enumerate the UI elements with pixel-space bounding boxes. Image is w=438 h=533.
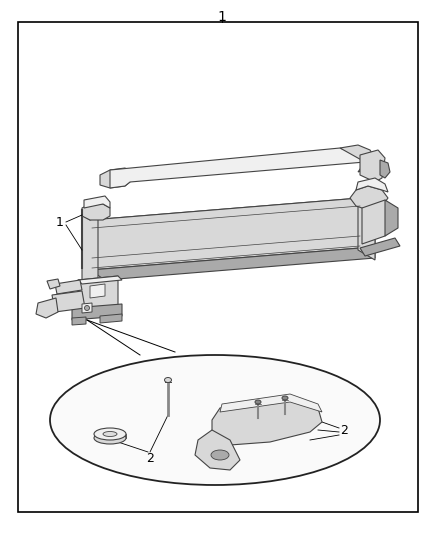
Polygon shape [100, 168, 130, 188]
Ellipse shape [211, 450, 229, 460]
Polygon shape [360, 198, 375, 258]
Polygon shape [100, 314, 122, 323]
Polygon shape [220, 394, 322, 412]
Polygon shape [340, 145, 375, 172]
Ellipse shape [85, 305, 89, 311]
Polygon shape [110, 148, 365, 188]
Ellipse shape [282, 396, 288, 400]
Polygon shape [36, 298, 58, 318]
Polygon shape [90, 284, 105, 298]
Text: 2: 2 [146, 452, 154, 465]
Polygon shape [360, 238, 400, 256]
Polygon shape [72, 317, 86, 325]
Polygon shape [90, 198, 360, 270]
Polygon shape [82, 210, 98, 285]
Polygon shape [350, 186, 388, 210]
Polygon shape [195, 430, 240, 470]
Polygon shape [78, 276, 118, 310]
Text: 1: 1 [56, 215, 64, 229]
Polygon shape [84, 196, 110, 208]
Polygon shape [212, 398, 322, 445]
Polygon shape [356, 178, 388, 192]
Polygon shape [82, 210, 105, 220]
Ellipse shape [50, 355, 380, 485]
Polygon shape [385, 200, 398, 236]
Ellipse shape [94, 432, 126, 444]
Polygon shape [90, 198, 375, 230]
Polygon shape [90, 248, 375, 280]
Polygon shape [358, 194, 375, 260]
Ellipse shape [94, 428, 126, 440]
Polygon shape [82, 204, 110, 220]
Ellipse shape [165, 377, 172, 383]
Polygon shape [78, 276, 122, 284]
Ellipse shape [103, 432, 117, 437]
Polygon shape [362, 200, 392, 244]
Ellipse shape [255, 400, 261, 404]
Text: 2: 2 [340, 424, 348, 437]
Polygon shape [380, 160, 390, 178]
Polygon shape [55, 280, 82, 294]
Polygon shape [52, 291, 85, 312]
Polygon shape [82, 303, 92, 313]
Polygon shape [360, 150, 385, 182]
Polygon shape [47, 279, 60, 289]
Polygon shape [94, 434, 126, 438]
Polygon shape [72, 304, 122, 320]
Text: 1: 1 [218, 10, 226, 24]
